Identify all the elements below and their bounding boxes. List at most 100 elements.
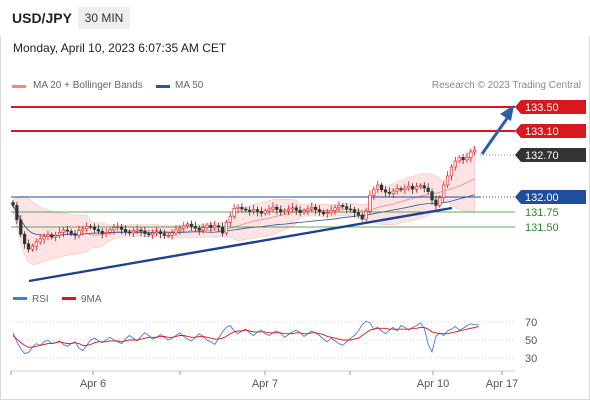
candle <box>50 232 54 240</box>
candle <box>15 201 19 224</box>
candle-body <box>217 225 221 228</box>
candle-body <box>170 232 174 236</box>
candle <box>333 204 337 215</box>
candle <box>209 221 213 232</box>
candle <box>341 203 345 209</box>
rsi-legend-swatch <box>13 297 27 300</box>
candle <box>189 220 194 231</box>
candle-body <box>473 149 477 153</box>
candle-body <box>414 186 419 190</box>
candle-body <box>189 223 194 227</box>
candle <box>391 188 395 199</box>
candle <box>205 222 209 230</box>
candle-body <box>360 214 364 220</box>
candle-body <box>461 157 465 161</box>
candle <box>96 224 100 235</box>
candle <box>376 180 380 193</box>
candle <box>213 221 217 231</box>
candle <box>201 223 205 234</box>
candle-body <box>38 238 42 243</box>
chart-header: USD/JPY 30 MIN <box>0 0 590 36</box>
candle-body <box>197 227 201 231</box>
candle <box>26 239 31 253</box>
candle-body <box>11 202 15 206</box>
candle-body <box>42 236 46 240</box>
level-tag-shape <box>515 124 586 138</box>
candle <box>255 206 260 217</box>
candle <box>65 225 69 235</box>
candle-body <box>325 212 329 215</box>
candle <box>69 228 73 236</box>
candle-body <box>96 229 100 232</box>
candle <box>442 181 446 202</box>
candle <box>310 202 314 212</box>
candle-body <box>135 229 139 232</box>
rsi-ma-legend-swatch <box>62 297 76 300</box>
level-tag-shape <box>515 100 586 114</box>
candle-body <box>379 184 384 191</box>
legend-label-bollinger: MA 20 + Bollinger Bands <box>33 80 143 91</box>
candle-body <box>174 229 178 234</box>
candle <box>147 231 151 238</box>
candle-body <box>302 210 306 213</box>
candle <box>438 195 442 208</box>
candle <box>174 225 178 236</box>
level-tag-shape <box>515 190 586 204</box>
level-tag-shape <box>515 148 586 162</box>
rsi-ma-legend-label: 9MA <box>81 294 102 305</box>
candle <box>449 164 454 181</box>
candle <box>302 208 306 215</box>
candle-body <box>422 185 426 189</box>
candle <box>104 228 108 238</box>
candle-body <box>259 211 263 214</box>
candle <box>131 227 135 238</box>
candle <box>368 190 372 215</box>
candle <box>182 221 186 232</box>
timeframe-button[interactable]: 30 MIN <box>78 7 130 29</box>
candle-body <box>263 210 267 214</box>
timeframe-label: 30 MIN <box>84 11 124 25</box>
candle-body <box>120 226 124 230</box>
candle-body <box>286 208 291 212</box>
candle-body <box>341 205 345 207</box>
candle-body <box>376 184 380 190</box>
candle <box>411 183 415 194</box>
candle <box>11 200 15 208</box>
candle-body <box>108 229 112 233</box>
candle <box>356 208 360 219</box>
candle <box>166 233 170 238</box>
candle <box>267 205 271 215</box>
candle <box>135 225 139 235</box>
candle-body <box>50 234 54 238</box>
candle <box>139 227 143 236</box>
candle-body <box>418 185 423 188</box>
candle <box>54 231 58 242</box>
candle-body <box>89 226 93 228</box>
candle-body <box>236 206 240 209</box>
candle-body <box>77 230 81 236</box>
candle <box>30 243 35 252</box>
rsi-tick-30: 30 <box>525 353 537 365</box>
candle-body <box>26 243 31 250</box>
level-tag-133.10: 133.10 <box>515 124 586 138</box>
candle <box>325 209 329 218</box>
candle-body <box>178 227 182 231</box>
candle-body <box>240 206 244 210</box>
support-trendline <box>28 206 453 283</box>
candle <box>112 224 116 235</box>
candle-body <box>290 207 294 210</box>
candle-body <box>166 235 170 237</box>
candle-body <box>46 234 50 237</box>
x-tick-label: Apr 17 <box>486 378 518 390</box>
level-label-132.00: 132.00 <box>525 192 559 204</box>
level-tag-132.00: 132.00 <box>515 190 586 204</box>
candle-body <box>116 226 120 229</box>
candle <box>360 212 364 222</box>
candle <box>271 202 275 212</box>
candle <box>217 222 221 232</box>
candle <box>364 207 368 224</box>
candle <box>248 206 252 216</box>
candle <box>279 205 283 216</box>
candle <box>123 225 128 236</box>
